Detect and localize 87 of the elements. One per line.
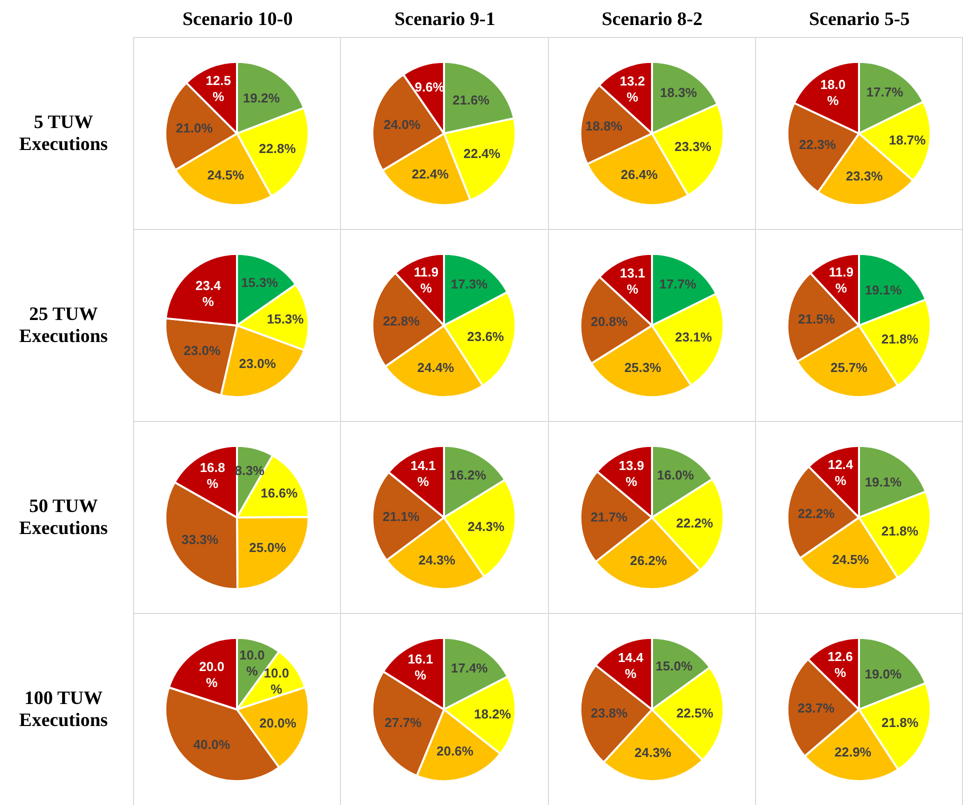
- data-label: 40.0%: [193, 736, 231, 752]
- data-label: 10.0%: [239, 648, 265, 679]
- data-label: 19.2%: [242, 90, 280, 106]
- data-label: 23.0%: [184, 343, 221, 358]
- data-label: 12.6%: [827, 649, 853, 680]
- data-label: 20.8%: [590, 314, 628, 329]
- data-label: 25.7%: [830, 360, 868, 375]
- data-label: 24.5%: [832, 552, 870, 568]
- data-label: 23.1%: [674, 329, 712, 344]
- text: 5 TUW Executions: [18, 111, 109, 157]
- data-label: 22.8%: [258, 140, 296, 156]
- data-label: 17.4%: [451, 660, 488, 676]
- data-label: 12.4%: [828, 456, 854, 488]
- data-label: 14.1%: [410, 458, 436, 489]
- data-label: 23.0%: [239, 356, 276, 371]
- text: 25 TUW Executions: [18, 303, 109, 349]
- data-label: 18.8%: [584, 118, 622, 134]
- data-label: 20.6%: [436, 744, 474, 759]
- data-label: 22.3%: [798, 137, 836, 152]
- text: 50 TUW Executions: [18, 495, 109, 541]
- data-label: 23.8%: [590, 706, 628, 721]
- data-label: 11.9%: [414, 264, 439, 296]
- data-label: 18.7%: [888, 132, 926, 148]
- data-label: 22.4%: [464, 146, 502, 162]
- data-label: 11.9%: [828, 264, 854, 296]
- data-label: 18.2%: [474, 706, 512, 722]
- data-label: 16.0%: [656, 467, 694, 482]
- data-label: 23.6%: [467, 328, 505, 344]
- data-label: 24.3%: [468, 518, 506, 534]
- data-label: 21.8%: [881, 523, 918, 538]
- chart-title: Scenario 10-0: [181, 8, 294, 32]
- data-label: 17.7%: [866, 84, 904, 100]
- data-label: 26.2%: [630, 552, 667, 568]
- data-label: 23.3%: [846, 168, 883, 184]
- data-label: 19.1%: [864, 282, 902, 298]
- data-label: 33.3%: [182, 532, 219, 547]
- data-label: 21.8%: [881, 331, 918, 346]
- data-label: 15.0%: [655, 658, 692, 674]
- chart-title: Scenario 8-2: [600, 8, 704, 32]
- data-label: 20.0%: [199, 659, 224, 690]
- data-label: 19.1%: [864, 474, 902, 490]
- data-label: 22.5%: [676, 705, 714, 720]
- data-label: 24.4%: [417, 360, 455, 376]
- data-label: 24.3%: [634, 744, 672, 760]
- data-label: 21.6%: [452, 92, 490, 108]
- data-label: 17.3%: [451, 276, 488, 292]
- data-label: 22.2%: [798, 506, 835, 521]
- data-label: 21.5%: [798, 312, 836, 327]
- chart-title: Scenario 5-5: [808, 8, 911, 32]
- data-label: 22.9%: [834, 744, 872, 760]
- data-label: 18.3%: [660, 85, 697, 100]
- data-label: 13.2%: [619, 73, 645, 104]
- data-label: 18.0%: [820, 76, 846, 108]
- data-label: 25.3%: [624, 360, 662, 375]
- data-label: 15.3%: [241, 274, 278, 290]
- text: 100 TUW Executions: [18, 687, 109, 733]
- data-label: 23.7%: [797, 700, 835, 716]
- data-label: 22.2%: [676, 516, 713, 531]
- data-label: 9.6%: [414, 79, 446, 94]
- data-label: 23.3%: [674, 139, 712, 154]
- data-label: 14.4%: [618, 650, 644, 682]
- data-label: 16.1%: [408, 651, 434, 682]
- data-label: 21.8%: [881, 715, 919, 730]
- data-label: 16.8%: [200, 460, 226, 491]
- data-label: 19.0%: [864, 666, 902, 682]
- data-label: 17.7%: [658, 276, 696, 292]
- data-label: 20.0%: [259, 715, 297, 730]
- data-label: 12.5%: [206, 73, 232, 104]
- data-label: 15.3%: [266, 312, 304, 327]
- data-label: 13.9%: [618, 458, 644, 489]
- data-label: 10.0%: [264, 665, 290, 696]
- data-label: 21.7%: [590, 509, 628, 524]
- data-label: 26.4%: [620, 167, 658, 182]
- data-label: 24.3%: [418, 552, 456, 568]
- data-label: 21.1%: [382, 509, 420, 524]
- chart-title: Scenario 9-1: [393, 8, 496, 32]
- data-label: 24.5%: [207, 167, 245, 182]
- data-label: 16.2%: [450, 467, 487, 482]
- data-label: 13.1%: [619, 265, 645, 296]
- data-label: 21.0%: [176, 120, 214, 136]
- data-label: 16.6%: [260, 485, 298, 500]
- data-label: 22.4%: [412, 166, 450, 182]
- data-label: 22.8%: [383, 313, 420, 328]
- data-label: 24.0%: [384, 116, 422, 132]
- data-label: 27.7%: [384, 715, 422, 730]
- data-label: 23.4%: [196, 278, 222, 310]
- data-label: 25.0%: [249, 540, 286, 556]
